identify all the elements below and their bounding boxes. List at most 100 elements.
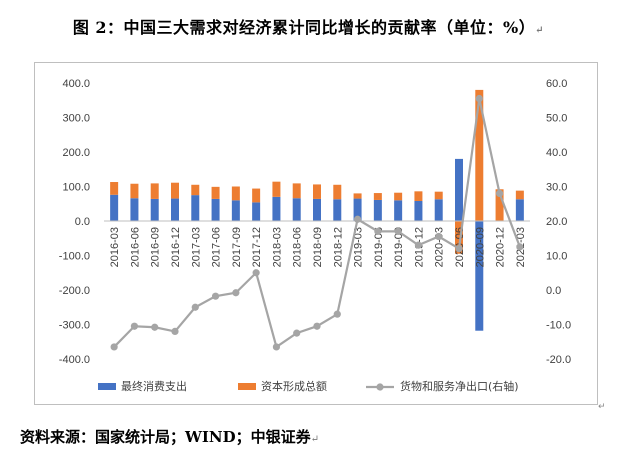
legend-swatch-consumption — [98, 383, 116, 390]
bar-capital-formation — [353, 193, 362, 199]
x-tick-label: 2020-12 — [495, 227, 507, 267]
bar-capital-formation — [333, 184, 342, 200]
bar-consumption — [171, 198, 179, 221]
x-tick-label: 2018-09 — [312, 227, 324, 267]
point-net-exports — [495, 189, 504, 197]
x-tick-label: 2016-03 — [109, 227, 121, 267]
bar-capital-formation — [211, 186, 220, 199]
bar-capital-formation — [475, 89, 484, 222]
bar-capital-formation — [292, 183, 301, 199]
point-net-exports — [130, 322, 139, 330]
legend-swatch-capital-formation — [238, 383, 256, 390]
paragraph-mark: ↵ — [598, 402, 606, 412]
bar-capital-formation — [110, 182, 119, 195]
bar-consumption — [515, 199, 524, 221]
x-tick-label: 2017-06 — [211, 227, 223, 267]
bar-consumption — [475, 221, 484, 331]
x-tick-label: 2020-09 — [474, 227, 486, 267]
point-net-exports — [435, 232, 443, 241]
y-right-tick-label: 10.0 — [546, 251, 567, 263]
legend-marker-net-exports — [376, 383, 384, 391]
legend-label-consumption: 最终消费支出 — [121, 379, 187, 393]
x-tick-label: 2018-06 — [292, 227, 304, 267]
y-left-tick-label: 0.0 — [75, 216, 90, 228]
bar-capital-formation — [455, 221, 463, 254]
point-net-exports — [211, 292, 220, 300]
y-right-tick-label: 60.0 — [546, 78, 567, 90]
bar-consumption — [313, 198, 321, 221]
x-tick-label: 2020-03 — [434, 227, 446, 267]
bar-consumption — [211, 198, 220, 221]
point-net-exports — [313, 322, 321, 330]
x-tick-label: 2017-12 — [251, 227, 263, 267]
y-left-tick-label: -300.0 — [59, 320, 90, 332]
x-tick-label: 2016-09 — [150, 227, 162, 267]
bar-consumption — [414, 200, 423, 221]
bar-capital-formation — [515, 190, 524, 200]
bar-consumption — [191, 195, 200, 221]
bar-capital-formation — [313, 184, 321, 199]
bar-capital-formation — [191, 184, 200, 196]
point-net-exports — [232, 289, 240, 297]
y-right-tick-label: 50.0 — [546, 113, 567, 125]
x-tick-label: 2017-03 — [190, 227, 202, 267]
y-left-tick-label: 200.0 — [62, 147, 90, 159]
point-net-exports — [353, 215, 362, 223]
y-left-tick-label: -100.0 — [59, 251, 90, 263]
y-left-tick-label: -200.0 — [59, 285, 90, 297]
bar-capital-formation — [130, 183, 139, 199]
legend-label-capital-formation: 资本形成总额 — [261, 379, 327, 393]
bar-capital-formation — [272, 181, 281, 197]
point-net-exports — [252, 269, 260, 277]
y-left-tick-label: 100.0 — [62, 182, 90, 194]
bar-consumption — [353, 198, 362, 221]
x-tick-label: 2018-12 — [332, 227, 344, 267]
bar-consumption — [394, 200, 403, 221]
point-net-exports — [333, 310, 341, 318]
point-net-exports — [191, 303, 199, 311]
source-note: 资料来源：国家统计局；WIND；中银证券↵ — [20, 428, 319, 446]
bar-consumption — [333, 199, 342, 221]
x-tick-label: 2016-06 — [129, 227, 141, 267]
bar-consumption — [110, 194, 119, 221]
bar-consumption — [455, 158, 463, 221]
bar-consumption — [373, 199, 382, 221]
point-net-exports — [516, 243, 524, 251]
y-right-tick-label: -20.0 — [546, 354, 571, 366]
point-net-exports — [110, 343, 118, 351]
y-right-tick-label: 40.0 — [546, 147, 567, 159]
point-net-exports — [272, 343, 281, 351]
point-net-exports — [414, 241, 423, 249]
bar-capital-formation — [171, 182, 179, 199]
bar-capital-formation — [150, 183, 159, 199]
bar-consumption — [272, 196, 281, 221]
bar-capital-formation — [414, 191, 423, 201]
y-right-tick-label: 0.0 — [546, 285, 561, 297]
bar-consumption — [252, 202, 261, 221]
bar-consumption — [130, 198, 139, 221]
bar-consumption — [150, 198, 159, 221]
x-tick-label: 2017-09 — [231, 227, 243, 267]
x-tick-label: 2019-06 — [373, 227, 385, 267]
point-net-exports — [475, 94, 483, 103]
y-left-tick-label: -400.0 — [59, 354, 90, 366]
chart-frame — [34, 62, 598, 405]
point-net-exports — [293, 329, 301, 337]
bar-capital-formation — [231, 186, 240, 201]
bar-consumption — [231, 200, 240, 221]
bar-capital-formation — [434, 191, 443, 200]
y-right-tick-label: -10.0 — [546, 320, 571, 332]
bar-consumption — [434, 199, 443, 221]
y-left-tick-label: 300.0 — [62, 113, 90, 125]
point-net-exports — [171, 327, 179, 335]
y-left-tick-label: 400.0 — [62, 78, 90, 90]
x-tick-label: 2016-12 — [170, 227, 182, 267]
point-net-exports — [151, 323, 159, 331]
bar-capital-formation — [394, 192, 403, 201]
bar-consumption — [292, 198, 301, 221]
point-net-exports — [394, 227, 402, 235]
legend-label-net-exports: 货物和服务净出口(右轴) — [400, 379, 519, 393]
y-right-tick-label: 30.0 — [546, 182, 567, 194]
bar-capital-formation — [373, 193, 382, 200]
